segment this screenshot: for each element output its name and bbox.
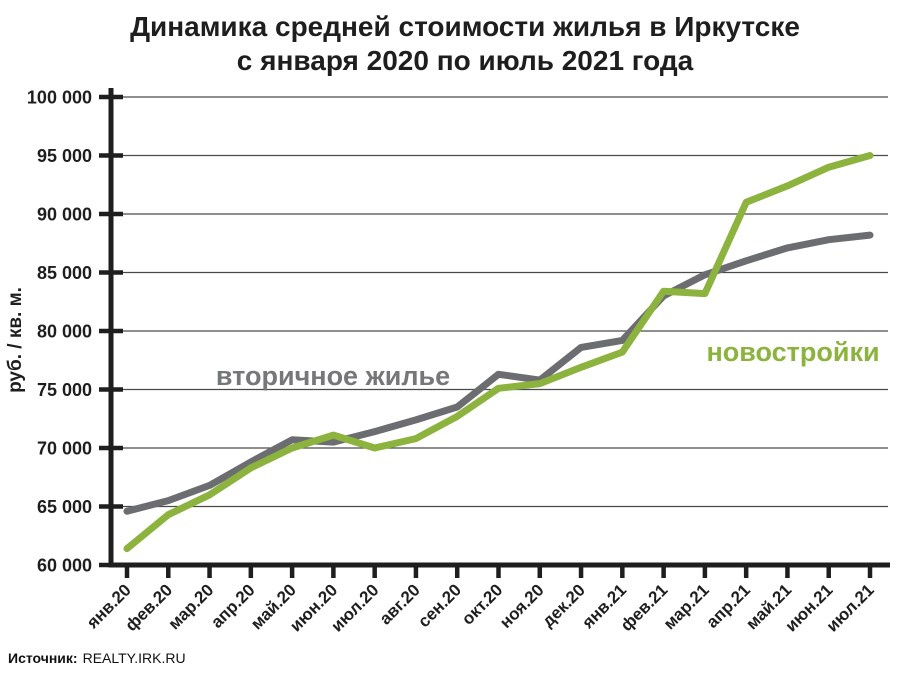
y-tick-label: 100 000 [27,88,92,108]
y-tick-label: 80 000 [37,322,92,342]
y-tick-label: 95 000 [37,146,92,166]
chart-title-line1: Динамика средней стоимости жилья в Иркут… [130,11,800,42]
gridlines [111,96,888,508]
x-tick-label: мар.21 [660,580,713,633]
series-lines [123,152,874,553]
y-tick-label: 60 000 [37,556,92,576]
y-tick-label: 65 000 [37,497,92,517]
newbuild-series-label: новостройки [706,337,879,367]
y-tick-label: 85 000 [37,263,92,283]
chart-title-line2: с января 2020 по июль 2021 года [237,45,694,76]
y-tick-label: 75 000 [37,380,92,400]
y-tick-label: 90 000 [37,205,92,225]
secondary-series-label: вторичное жилье [216,361,450,391]
newbuild-line [123,152,874,553]
x-tick-label: сен.20 [414,580,465,631]
source-value: REALTY.IRK.RU [83,650,186,666]
x-tick-label: фев.21 [617,580,672,635]
y-tick-label: 70 000 [37,439,92,459]
secondary-line [123,231,874,515]
x-tick-label: ноя.20 [496,580,548,632]
x-tick-label: дек.20 [538,580,588,630]
axes [108,88,890,568]
x-tick-label: мар.20 [164,580,217,633]
source-text: Источник: REALTY.IRK.RU [8,650,186,666]
x-labels: янв.20фев.20мар.20апр.20май.20июн.20июл.… [82,580,878,635]
source-label: Источник: [8,650,78,666]
y-axis-title: руб. / кв. м. [5,287,26,393]
x-tick-label: фев.20 [122,580,177,635]
